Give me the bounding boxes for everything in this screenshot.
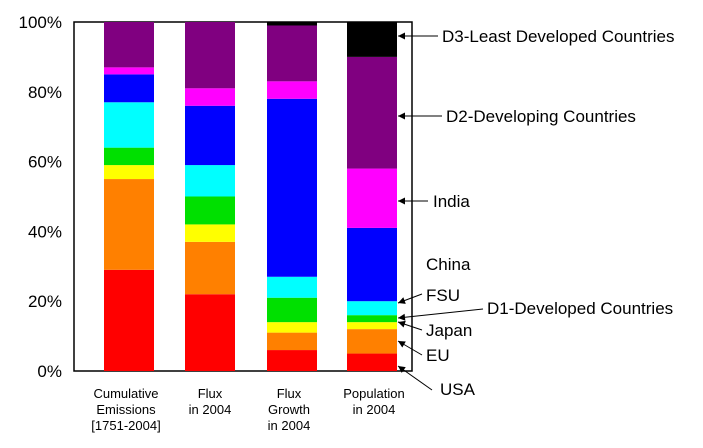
bar-segment-fsu-3	[347, 301, 397, 316]
bar-segment-china-2	[267, 98, 317, 277]
annotation-label: Japan	[426, 321, 472, 340]
bar-segment-china-0	[104, 74, 154, 103]
y-tick-label: 100%	[19, 13, 62, 32]
annotations-group: D3-Least Developed Countries D2-Developin…	[397, 27, 674, 399]
bar-segment-india-1	[185, 88, 235, 106]
bar-segment-eu-1	[185, 241, 235, 295]
y-tick-label: 20%	[28, 292, 62, 311]
x-category-label: Cumulative Emissions [1751-2004]	[91, 386, 160, 433]
bar-segment-fsu-0	[104, 102, 154, 148]
y-tick-label: 60%	[28, 153, 62, 172]
bar-segment-d2-0	[104, 22, 154, 68]
annotation-arrowhead	[398, 366, 406, 373]
bar-segment-china-3	[347, 227, 397, 302]
annotation-label: India	[433, 192, 470, 211]
bar-segment-eu-2	[267, 332, 317, 351]
bar-segment-d1-2	[267, 297, 317, 323]
y-tick-label: 80%	[28, 83, 62, 102]
bar-segment-d2-3	[347, 56, 397, 169]
x-category-label: Flux in 2004	[189, 386, 232, 417]
bar-segment-japan-3	[347, 322, 397, 330]
bar-segment-usa-1	[185, 294, 235, 371]
bar-segment-eu-0	[104, 179, 154, 270]
annotation-arrowhead	[398, 313, 406, 321]
bar-segment-india-0	[104, 67, 154, 75]
bar-segment-usa-2	[267, 350, 317, 371]
y-tick-label: 40%	[28, 222, 62, 241]
bar-segment-india-2	[267, 81, 317, 99]
bars-group	[104, 22, 397, 371]
bar-segment-d3-3	[347, 22, 397, 57]
x-category-label: Flux Growth in 2004	[268, 386, 311, 433]
bar-segment-fsu-1	[185, 165, 235, 197]
annotation-label: D3-Least Developed Countries	[442, 27, 674, 46]
annotation-arrowhead	[398, 197, 405, 205]
bar-segment-india-3	[347, 168, 397, 228]
annotation-leader-line	[397, 308, 484, 319]
bar-segment-d1-1	[185, 196, 235, 225]
bar-segment-d2-2	[267, 25, 317, 82]
bar-segment-fsu-2	[267, 276, 317, 298]
y-tick-label: 0%	[37, 362, 62, 381]
annotation-arrowhead	[398, 297, 406, 304]
x-axis-labels: Cumulative Emissions [1751-2004] Flux in 200…	[91, 386, 404, 433]
bar-segment-japan-0	[104, 165, 154, 180]
annotation-label: China	[426, 255, 471, 274]
annotation-label: USA	[440, 380, 476, 399]
annotation-label: EU	[426, 346, 450, 365]
bar-segment-d2-1	[185, 22, 235, 89]
bar-segment-usa-3	[347, 353, 397, 371]
x-category-label: Population in 2004	[343, 386, 404, 417]
annotation-arrowhead	[398, 32, 405, 40]
bar-segment-japan-1	[185, 224, 235, 242]
annotation-arrowhead	[398, 112, 405, 120]
annotation-arrowhead	[398, 341, 406, 348]
bar-segment-japan-2	[267, 322, 317, 333]
annotation-label: FSU	[426, 286, 460, 305]
annotation-arrowhead	[398, 320, 406, 328]
bar-segment-d1-3	[347, 315, 397, 323]
annotation-label: D1-Developed Countries	[487, 299, 673, 318]
y-axis-ticks: 0% 20% 40% 60% 80% 100%	[19, 13, 62, 381]
annotation-label: D2-Developing Countries	[446, 107, 636, 126]
bar-segment-d1-0	[104, 147, 154, 166]
bar-segment-china-1	[185, 105, 235, 166]
bar-segment-eu-3	[347, 329, 397, 354]
bar-segment-d3-2	[267, 22, 317, 26]
bar-segment-usa-0	[104, 269, 154, 371]
